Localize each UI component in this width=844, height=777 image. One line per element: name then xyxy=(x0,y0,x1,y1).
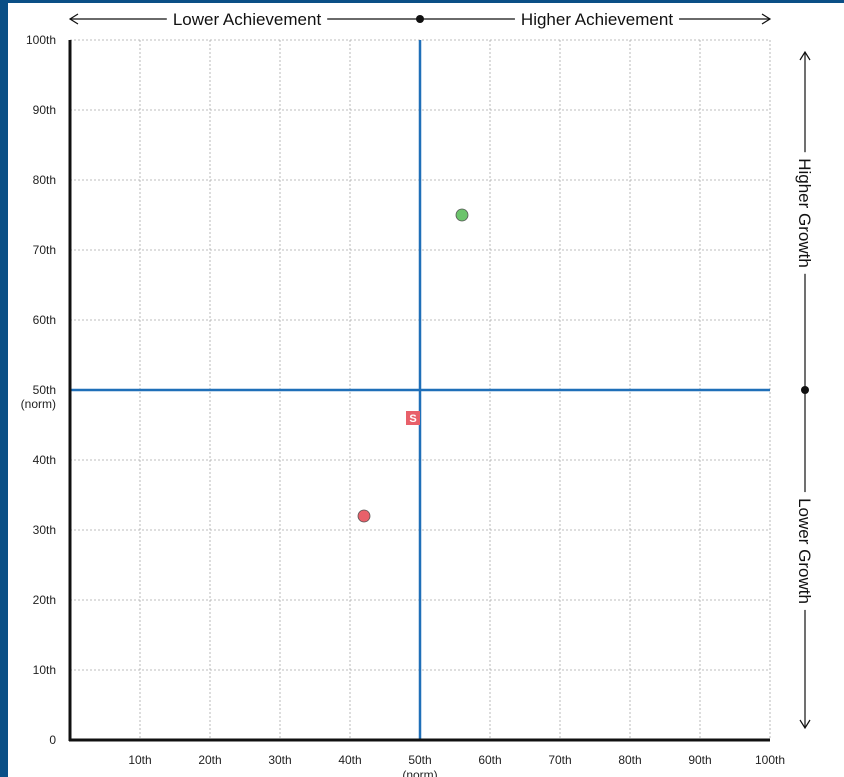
y-tick-label: 10th xyxy=(33,663,56,677)
x-banner-right-label: Higher Achievement xyxy=(521,10,673,29)
x-tick-label: 80th xyxy=(618,753,641,767)
x-tick-label: 20th xyxy=(198,753,221,767)
student-marker xyxy=(406,411,420,425)
axes xyxy=(68,40,770,742)
x-tick-label: 50th xyxy=(408,753,431,767)
x-tick-label: 40th xyxy=(338,753,361,767)
y-banner-midpoint-dot xyxy=(801,386,809,394)
arrow-right-icon xyxy=(761,13,772,25)
arrow-down-icon xyxy=(799,719,811,730)
y-tick-label: 30th xyxy=(33,523,56,537)
axis-banners: Lower Achievement Higher Achievement Hig… xyxy=(68,10,814,730)
y-tick-label: 70th xyxy=(33,243,56,257)
top-accent-bar xyxy=(0,0,844,3)
y-tick-label: 20th xyxy=(33,593,56,607)
tick-labels: 10th 20th 30th 40th 50th(norm)60th 70th 80th 90… xyxy=(21,33,785,777)
x-tick-label: 10th xyxy=(128,753,151,767)
data-point xyxy=(455,208,469,222)
y-banner-top-label: Higher Growth xyxy=(795,158,814,268)
y-banner-bottom-label: Lower Growth xyxy=(795,498,814,604)
arrow-left-icon xyxy=(68,13,79,25)
data-point xyxy=(357,509,371,523)
y-tick-label: 60th xyxy=(33,313,56,327)
y-tick-sublabel: (norm) xyxy=(21,397,56,411)
reference-lines xyxy=(70,40,770,740)
student-marker-label: S xyxy=(409,413,416,425)
y-tick-label: 100th xyxy=(26,33,56,47)
x-banner-midpoint-dot xyxy=(416,15,424,23)
y-tick-label: 90th xyxy=(33,103,56,117)
x-tick-sublabel: (norm) xyxy=(402,768,437,777)
y-tick-label: 50th xyxy=(33,383,56,397)
y-tick-label: 0 xyxy=(49,733,56,747)
arrow-up-icon xyxy=(799,50,811,61)
x-tick-label: 60th xyxy=(478,753,501,767)
x-banner-left-label: Lower Achievement xyxy=(173,10,322,29)
x-tick-label: 70th xyxy=(548,753,571,767)
data-points: S xyxy=(357,208,469,523)
x-tick-label: 90th xyxy=(688,753,711,767)
x-tick-label: 100th xyxy=(755,753,785,767)
y-tick-label: 80th xyxy=(33,173,56,187)
left-accent-bar xyxy=(0,0,8,777)
x-tick-label: 30th xyxy=(268,753,291,767)
y-tick-label: 40th xyxy=(33,453,56,467)
